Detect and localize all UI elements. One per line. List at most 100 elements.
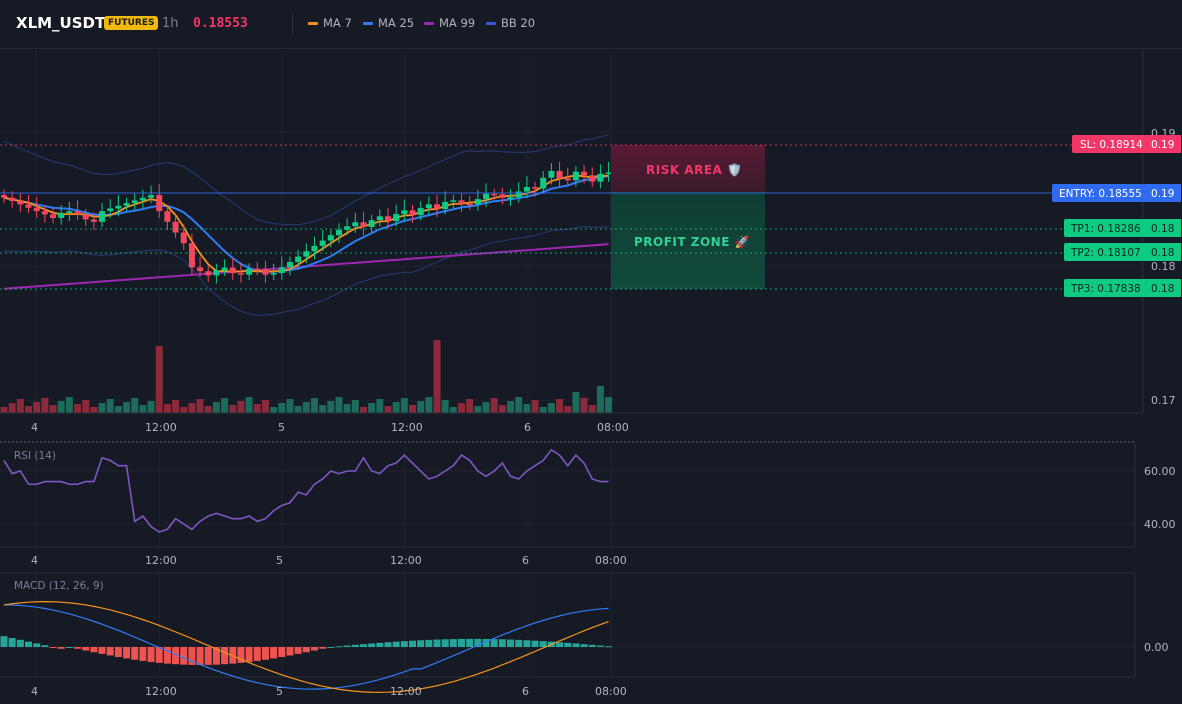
bb-lower bbox=[3, 226, 609, 316]
candle-body bbox=[82, 214, 89, 220]
candle-body bbox=[99, 211, 106, 222]
candle-body bbox=[148, 195, 155, 198]
entry-tag[interactable]: ENTRY: 0.18555 0.19 bbox=[1052, 184, 1181, 202]
volume-bar bbox=[507, 401, 515, 413]
macd-hist-bar bbox=[392, 641, 400, 647]
macd-hist-bar bbox=[310, 647, 318, 651]
candle-body bbox=[540, 177, 547, 189]
candle-body bbox=[188, 243, 195, 268]
macd-hist-bar bbox=[482, 638, 490, 647]
macd-hist-bar bbox=[359, 644, 367, 647]
candle-body bbox=[295, 256, 302, 262]
macd-hist-bar bbox=[572, 643, 580, 647]
legend-ma99[interactable]: MA 99 bbox=[424, 16, 475, 30]
macd-hist-bar bbox=[139, 647, 147, 661]
symbol-name[interactable]: XLM_USDT bbox=[16, 14, 106, 32]
volume-bar bbox=[498, 405, 506, 413]
candle-body bbox=[499, 194, 506, 198]
volume-bar bbox=[482, 402, 490, 413]
tp1-tag[interactable]: TP1: 0.18286 0.18 bbox=[1064, 219, 1181, 237]
volume-bar bbox=[580, 398, 588, 413]
candle-body bbox=[123, 203, 130, 206]
candle-body bbox=[262, 268, 269, 275]
volume-bar bbox=[229, 405, 237, 413]
entry-tag-bg bbox=[1052, 184, 1144, 202]
volume-bar bbox=[474, 406, 482, 413]
volume-bar bbox=[310, 398, 318, 413]
candle-body bbox=[107, 208, 114, 212]
candle-body bbox=[474, 199, 481, 205]
candle-body bbox=[1, 195, 7, 198]
tp3-tag-bg bbox=[1064, 279, 1144, 297]
volume-bar bbox=[588, 405, 596, 413]
macd-hist-bar bbox=[294, 647, 302, 654]
volume-bar bbox=[441, 400, 449, 413]
macd-hist-bar bbox=[466, 638, 474, 647]
macd-hist-bar bbox=[57, 647, 65, 649]
volume-bar bbox=[433, 340, 441, 413]
volume-bar bbox=[278, 403, 286, 413]
legend-bb20[interactable]: BB 20 bbox=[486, 16, 535, 30]
legend-ma7-label: MA 7 bbox=[323, 16, 352, 30]
macd-hist-bar bbox=[409, 640, 416, 647]
tp1-price-tick: 0.18 bbox=[1151, 223, 1174, 235]
x-tick: 08:00 bbox=[597, 421, 629, 434]
volume-bar bbox=[490, 398, 498, 413]
macd-hist-bar bbox=[0, 636, 8, 647]
macd-hist-bar bbox=[261, 647, 269, 660]
macd-hist-bar bbox=[278, 647, 286, 658]
x-tick: 5 bbox=[276, 554, 283, 567]
volume-bar bbox=[180, 407, 188, 413]
tp2-price-bg bbox=[1143, 243, 1181, 261]
macd-hist-bar bbox=[302, 647, 310, 653]
macd-hist-bar bbox=[114, 647, 122, 658]
entry-price-tick: 0.19 bbox=[1151, 188, 1174, 200]
macd-hist-bar bbox=[523, 640, 531, 647]
macd-hist-bar bbox=[556, 642, 564, 647]
macd-hist-bar bbox=[106, 647, 114, 656]
candle-body bbox=[344, 226, 351, 230]
macd-hist-bar bbox=[74, 647, 82, 649]
candlesticks bbox=[1, 161, 612, 284]
candle-body bbox=[270, 273, 277, 275]
risk-area-label: RISK AREA 🛡️ bbox=[646, 163, 742, 177]
profit-zone-label: PROFIT ZONE 🚀 bbox=[634, 235, 750, 249]
volume-bar bbox=[400, 398, 408, 413]
candle-body bbox=[597, 173, 604, 182]
volume-bar bbox=[261, 400, 269, 413]
legend-ma99-label: MA 99 bbox=[439, 16, 476, 30]
x-tick: 12:00 bbox=[145, 421, 177, 434]
legend-ma7[interactable]: MA 7 bbox=[308, 16, 352, 30]
candle-body bbox=[229, 267, 236, 274]
candle-body bbox=[139, 197, 146, 201]
sl-tag[interactable]: SL: 0.18914 0.19 bbox=[1072, 135, 1181, 153]
candle-body bbox=[303, 251, 310, 257]
volume-bar bbox=[106, 399, 114, 413]
legend-ma25[interactable]: MA 25 bbox=[363, 16, 414, 30]
candle-body bbox=[319, 240, 326, 246]
candle-body bbox=[311, 245, 318, 252]
candle-body bbox=[605, 172, 612, 175]
bb20-swatch bbox=[486, 21, 496, 25]
volume-bar bbox=[25, 406, 33, 413]
tp3-tag[interactable]: TP3: 0.17838 0.18 bbox=[1064, 279, 1181, 297]
x-tick: 12:00 bbox=[145, 554, 177, 567]
candle-body bbox=[50, 214, 57, 218]
x-tick: 6 bbox=[522, 554, 529, 567]
rsi-tick-40: 40.00 bbox=[1144, 518, 1176, 531]
macd-hist-bar bbox=[16, 639, 24, 647]
macd-hist-bar bbox=[98, 647, 106, 654]
macd-hist-bar bbox=[335, 646, 343, 648]
candle-body bbox=[41, 211, 48, 215]
timeframe-selector[interactable]: 1h bbox=[162, 16, 179, 31]
candle-body bbox=[213, 270, 220, 276]
candle-body bbox=[417, 207, 424, 216]
tp2-tag[interactable]: TP2: 0.18107 0.18 bbox=[1064, 243, 1181, 261]
volume-bar bbox=[392, 402, 400, 413]
candle-body bbox=[401, 210, 408, 215]
sl-tag-bg bbox=[1072, 135, 1154, 153]
macd-hist-bar bbox=[539, 641, 547, 647]
x-axis-macd: 4 12:00 5 12:00 6 08:00 bbox=[31, 685, 627, 698]
volume-bar bbox=[253, 404, 261, 413]
